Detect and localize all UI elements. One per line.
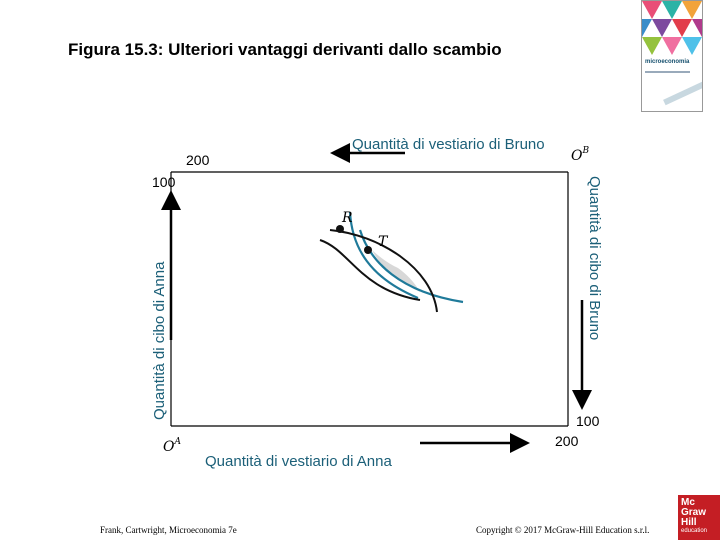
point-t-label: T: [378, 234, 389, 250]
anna-indifference-curve-1: [348, 211, 419, 300]
point-r-label: R: [341, 210, 353, 226]
tick-right-100: 100: [576, 413, 600, 429]
origin-bruno-sup: B: [581, 146, 589, 156]
logo-line-3: Hill: [681, 517, 697, 528]
origin-anna: OA: [163, 437, 181, 455]
book-cover-rule: [645, 71, 690, 73]
page-title: Figura 15.3: Ulteriori vantaggi derivant…: [68, 40, 502, 59]
tick-left-100: 100: [152, 174, 176, 190]
point-t-marker: [364, 246, 372, 254]
tick-top-200: 200: [186, 152, 210, 168]
footer-copyright: Copyright © 2017 McGraw-Hill Education s…: [476, 525, 650, 535]
point-r-marker: [336, 225, 344, 233]
origin-bruno-letter: O: [571, 148, 583, 164]
logo-line-4: education: [681, 528, 708, 534]
mcgraw-hill-logo: Mc Graw Hill education: [678, 495, 720, 540]
bottom-axis-label: Quantità di vestiario di Anna: [205, 453, 392, 470]
left-axis-label: Quantità di cibo di Anna: [151, 261, 168, 420]
book-cover-title: microeconomia: [645, 59, 690, 65]
bruno-indifference-curve-1: [329, 229, 438, 313]
bruno-indifference-curve-2: [319, 239, 421, 301]
book-cover-thumbnail: microeconomia: [641, 0, 703, 112]
mutual-gain-lens: [372, 250, 420, 292]
tick-bottom-200: 200: [555, 433, 579, 449]
footer-citation: Frank, Cartwright, Microeconomia 7e: [100, 525, 237, 535]
origin-anna-letter: O: [163, 439, 175, 455]
logo-line-1: Mc: [681, 497, 695, 508]
origin-anna-sup: A: [173, 437, 181, 447]
book-cover-mosaic: [642, 1, 702, 55]
top-axis-label: Quantità di vestiario di Bruno: [352, 136, 545, 153]
right-axis-label: Quantità di cibo di Bruno: [586, 176, 603, 340]
anna-indifference-curve-2: [358, 229, 464, 304]
origin-bruno: OB: [571, 146, 589, 164]
logo-line-2: Graw: [681, 507, 707, 518]
